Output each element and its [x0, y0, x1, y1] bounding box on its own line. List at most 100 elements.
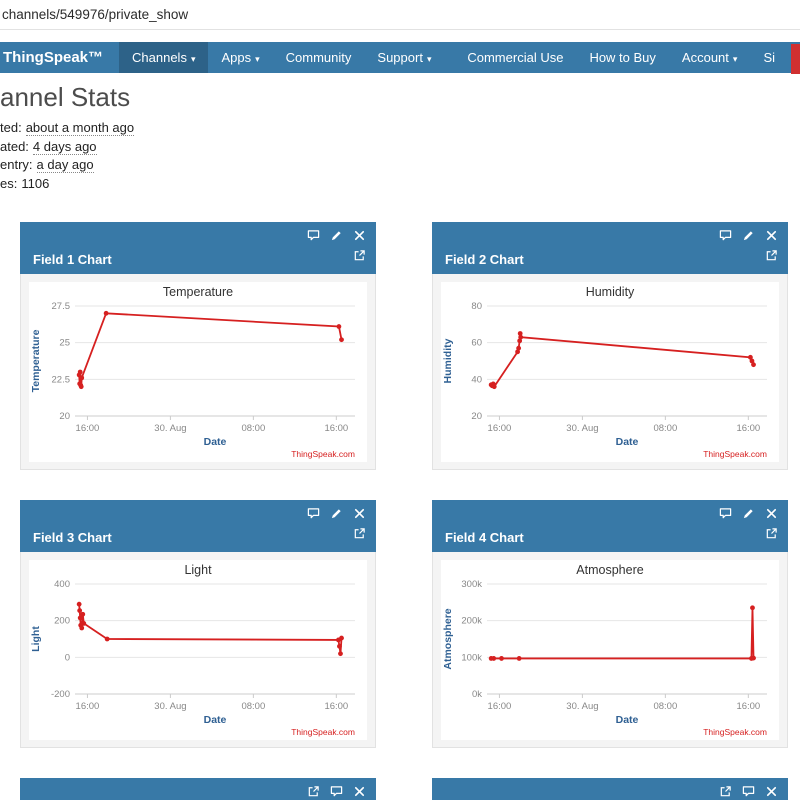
- panel-header: Field 3 Chart: [20, 500, 376, 552]
- svg-text:16:00: 16:00: [76, 423, 100, 434]
- svg-text:300k: 300k: [461, 579, 482, 590]
- panel-title: Field 2 Chart: [445, 252, 524, 267]
- svg-text:25: 25: [59, 338, 70, 349]
- browser-address-bar[interactable]: channels/549976/private_show: [0, 0, 800, 30]
- close-icon[interactable]: [353, 507, 366, 520]
- svg-text:30. Aug: 30. Aug: [566, 423, 598, 434]
- external-link-icon[interactable]: [307, 785, 320, 798]
- comment-icon[interactable]: [307, 507, 320, 520]
- svg-text:ThingSpeak.com: ThingSpeak.com: [291, 727, 355, 737]
- nav-label: Community: [285, 50, 352, 65]
- svg-text:200: 200: [54, 616, 70, 627]
- meta-value: a day ago: [36, 157, 94, 173]
- meta-value: 4 days ago: [32, 138, 97, 155]
- nav-item-community[interactable]: Community: [273, 42, 365, 73]
- svg-text:Date: Date: [616, 714, 639, 726]
- svg-text:Light: Light: [30, 626, 42, 652]
- panel-title: Field 3 Chart: [33, 530, 112, 545]
- brand-logo[interactable]: ThingSpeak™: [3, 49, 104, 66]
- close-icon[interactable]: [353, 229, 366, 242]
- panel-body: Atmosphere 0k 100k 200k 300k 16:00 30. Aug 08:0…: [432, 552, 788, 748]
- svg-text:Humidity: Humidity: [442, 338, 454, 383]
- meta-value: 1106: [21, 175, 50, 191]
- svg-text:08:00: 08:00: [241, 423, 265, 434]
- nav-item-account[interactable]: Account ▾: [669, 42, 751, 73]
- svg-text:08:00: 08:00: [653, 423, 677, 434]
- svg-text:16:00: 16:00: [324, 701, 348, 712]
- panel-body: Temperature 20 22.5 25 27.5 16:00 30. Aug 08:00…: [20, 274, 376, 470]
- nav-item-how-to-buy[interactable]: How to Buy: [576, 42, 668, 73]
- svg-text:22.5: 22.5: [52, 374, 71, 385]
- field3-panel: Field 3 Chart Light -200 0 200 400 16:00 30. A…: [20, 500, 376, 748]
- close-icon[interactable]: [765, 507, 778, 520]
- field4-panel: Field 4 Chart Atmosphere 0k 100k 200k 300k 16…: [432, 500, 788, 748]
- svg-text:27.5: 27.5: [52, 301, 71, 312]
- nav-item-commercial-use[interactable]: Commercial Use: [454, 42, 576, 73]
- panel-title: Field 1 Chart: [33, 252, 112, 267]
- meta-label: ted:: [0, 120, 22, 135]
- chevron-down-icon: ▾: [732, 54, 738, 64]
- comment-icon[interactable]: [307, 229, 320, 242]
- close-icon[interactable]: [353, 785, 366, 798]
- svg-text:Date: Date: [616, 436, 639, 448]
- svg-text:400: 400: [54, 579, 70, 590]
- external-link-icon[interactable]: [353, 527, 366, 540]
- external-link-icon[interactable]: [719, 785, 732, 798]
- close-icon[interactable]: [765, 229, 778, 242]
- svg-text:ThingSpeak.com: ThingSpeak.com: [703, 727, 767, 737]
- edit-pencil-icon[interactable]: [742, 507, 755, 520]
- edit-pencil-icon[interactable]: [330, 507, 343, 520]
- main-navbar: ThingSpeak™ Channels ▾ Apps ▾ Community Su…: [0, 42, 800, 73]
- svg-text:80: 80: [471, 301, 482, 312]
- chevron-down-icon: ▾: [255, 54, 260, 64]
- page-title: annel Stats: [0, 82, 131, 112]
- edit-pencil-icon[interactable]: [742, 229, 755, 242]
- nav-item-support[interactable]: Support ▾: [364, 42, 444, 73]
- panel-header: Field 1 Chart: [20, 222, 376, 274]
- panel-header: Field 2 Chart: [432, 222, 788, 274]
- svg-text:08:00: 08:00: [241, 701, 265, 712]
- navbar-right: Commercial Use How to Buy Account ▾ Si: [454, 42, 800, 73]
- channel-meta: ted: about a month ago ated: 4 days ago en…: [0, 119, 135, 193]
- svg-text:16:00: 16:00: [76, 701, 100, 712]
- external-link-icon[interactable]: [765, 527, 778, 540]
- svg-text:Humidity: Humidity: [586, 285, 635, 299]
- svg-text:30. Aug: 30. Aug: [566, 701, 598, 712]
- comment-icon[interactable]: [330, 785, 343, 798]
- svg-text:Temperature: Temperature: [30, 329, 42, 392]
- atmosphere-chart: Atmosphere 0k 100k 200k 300k 16:00 30. Aug 08:0…: [441, 560, 779, 740]
- panel-header: Channel Location: [20, 778, 376, 800]
- svg-text:30. Aug: 30. Aug: [154, 423, 186, 434]
- nav-label: Apps: [221, 50, 252, 65]
- comment-icon[interactable]: [719, 507, 732, 520]
- svg-text:Temperature: Temperature: [163, 285, 233, 299]
- nav-item-channels[interactable]: Channels ▾: [119, 42, 209, 73]
- nav-label: Account: [681, 50, 729, 65]
- nav-label: Si: [763, 50, 775, 65]
- meta-value: about a month ago: [25, 120, 135, 136]
- nav-item-signout[interactable]: Si: [750, 42, 788, 73]
- light-chart: Light -200 0 200 400 16:00 30. Aug 08:00 16:00 Da…: [29, 560, 367, 740]
- close-icon[interactable]: [765, 785, 778, 798]
- chevron-down-icon: ▾: [426, 54, 432, 64]
- panel-title: Field 4 Chart: [445, 530, 524, 545]
- svg-text:Date: Date: [204, 436, 227, 448]
- external-link-icon[interactable]: [353, 249, 366, 262]
- meta-label: entry:: [0, 157, 33, 172]
- comment-icon[interactable]: [742, 785, 755, 798]
- nav-label: Channels: [132, 50, 187, 65]
- temperature-chart: Temperature 20 22.5 25 27.5 16:00 30. Aug 08:00…: [29, 282, 367, 462]
- channel-video-panel: Channel Video: [432, 778, 788, 800]
- meta-label: es:: [0, 175, 18, 191]
- svg-text:16:00: 16:00: [324, 423, 348, 434]
- nav-item-apps[interactable]: Apps ▾: [208, 42, 272, 73]
- svg-text:20: 20: [471, 411, 482, 422]
- external-link-icon[interactable]: [765, 249, 778, 262]
- url-text: channels/549976/private_show: [2, 7, 189, 22]
- nav-label: Support: [377, 50, 423, 65]
- edit-pencil-icon[interactable]: [330, 229, 343, 242]
- meta-created: ted: about a month ago: [0, 119, 135, 138]
- chevron-down-icon: ▾: [190, 54, 196, 64]
- comment-icon[interactable]: [719, 229, 732, 242]
